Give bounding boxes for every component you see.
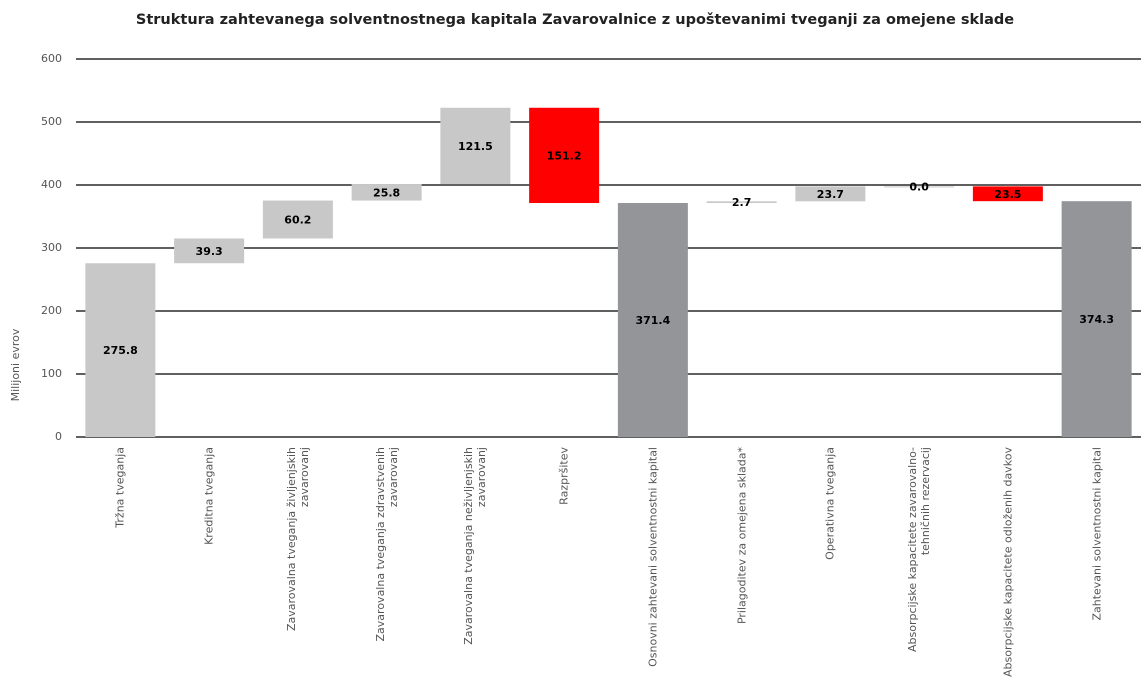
x-tick-label: Osnovni zahtevani solventnostni kapital (646, 447, 660, 667)
bar (706, 201, 777, 204)
x-tick-label: Zahtevani solventnostni kapital (1090, 447, 1104, 621)
value-label: 23.5 (994, 188, 1021, 201)
x-tick-label: Absorpcijske kapacitete zavarovalno- teh… (906, 447, 933, 652)
y-tick-label: 600 (41, 52, 62, 65)
bar (440, 107, 511, 185)
value-label: 25.8 (373, 186, 400, 199)
value-label: 121.5 (458, 140, 493, 153)
value-label: 2.7 (732, 196, 752, 209)
x-tick-label: Prilagoditev za omejena sklada* (735, 447, 749, 625)
x-tick-label: Zavarovalna tveganja zdravstvenih zavaro… (373, 447, 400, 642)
y-tick-label: 0 (55, 430, 62, 443)
y-axis-label: Milijoni evrov (9, 328, 22, 401)
bar (351, 184, 422, 201)
bar (529, 107, 600, 204)
bar (85, 263, 156, 437)
bar (262, 200, 333, 239)
value-label: 374.3 (1079, 313, 1114, 326)
bar (617, 203, 688, 437)
value-label: 371.4 (635, 314, 670, 327)
y-tick-label: 500 (41, 115, 62, 128)
x-tick-label: Zavarovalna tveganja neživljenjskih zava… (462, 447, 489, 645)
x-tick-label: Kreditna tveganja (202, 447, 216, 545)
y-tick-label: 100 (41, 367, 62, 380)
value-label: 23.7 (817, 188, 844, 201)
chart-title: Struktura zahtevanega solventnostnega ka… (136, 12, 1014, 28)
value-label: 39.3 (196, 245, 223, 258)
x-tick-label: Absorpcijske kapacitete odloženih davkov (1001, 447, 1015, 677)
y-tick-label: 200 (41, 304, 62, 317)
value-label: 0.0 (909, 180, 929, 193)
value-label: 60.2 (284, 214, 311, 227)
x-tick-label: Operativna tveganja (823, 447, 837, 560)
bar (972, 186, 1043, 202)
bar (1061, 201, 1132, 437)
y-tick-label: 300 (41, 241, 62, 254)
bar (795, 186, 866, 202)
bar (884, 186, 955, 188)
value-label: 275.8 (103, 344, 138, 357)
x-tick-label: Zavarovalna tveganja življenjskih zavaro… (284, 447, 311, 632)
value-label: 151.2 (547, 149, 582, 162)
bar (174, 238, 245, 264)
x-tick-label: Tržna tveganja (113, 447, 127, 528)
x-tick-label: Razpršitev (557, 447, 571, 505)
y-tick-label: 400 (41, 178, 62, 191)
